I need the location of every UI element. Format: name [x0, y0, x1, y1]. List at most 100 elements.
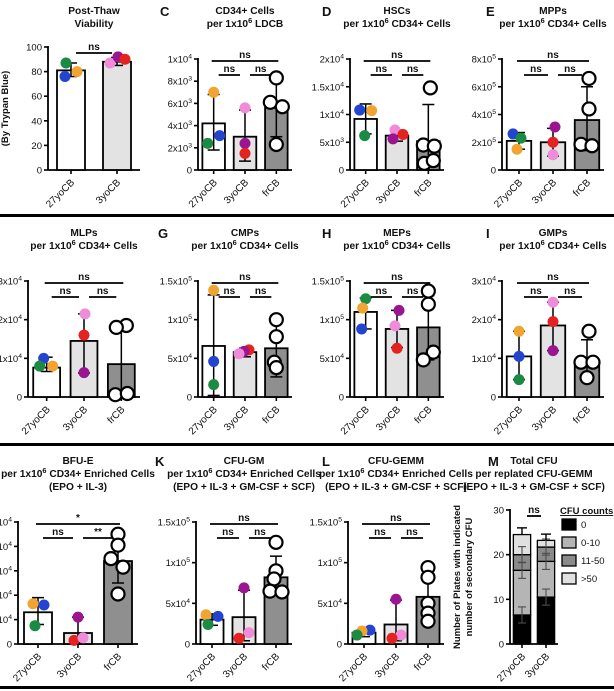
data-point-green: [513, 374, 525, 386]
sig-label: ns: [564, 286, 576, 297]
x-tick-label: frCB: [413, 177, 435, 199]
sig-label: ns: [528, 505, 540, 516]
panel-letter: M: [488, 454, 499, 469]
data-point-open: [266, 571, 282, 587]
y-tick-label: 0: [187, 166, 192, 177]
panel-total-cfu: M Total CFU per replated CFU-GEMM (EPO + IL…: [452, 454, 613, 684]
y-tick-label: 10: [493, 595, 504, 606]
sig-label: ns: [547, 50, 559, 61]
y-tick-label: 20: [493, 550, 504, 561]
data-point-green: [351, 629, 363, 641]
data-point-red: [233, 632, 245, 644]
data-point-open: [115, 559, 131, 575]
y-tick-label: 5x103: [320, 137, 345, 149]
data-point-open: [425, 152, 441, 169]
data-point-orange: [71, 66, 83, 78]
sig-label: ns: [88, 42, 100, 53]
data-point-green: [60, 57, 72, 69]
sig-label: ns: [530, 64, 542, 75]
x-tick-label: 27yoCB: [185, 651, 218, 684]
y-tick-label: 5x104: [0, 517, 12, 529]
y-axis-label: (By Trypan Blue): [0, 71, 11, 147]
bar-3yoCB: [102, 60, 132, 171]
data-point-open: [268, 329, 284, 345]
panel-title: (EPO + IL-3 + GM-CSF + SCF): [463, 482, 605, 493]
data-point-open: [268, 70, 284, 86]
y-tick-label: 0: [37, 166, 42, 177]
row-divider-1: [0, 214, 614, 217]
data-point-purple: [238, 582, 250, 594]
data-point-orange: [357, 302, 369, 314]
y-tick-label: 40: [31, 116, 42, 127]
y-tick-label: 4x105: [472, 109, 497, 121]
sig-label: ns: [530, 286, 542, 297]
sig-label: ns: [254, 527, 266, 538]
data-point-red: [397, 128, 409, 140]
y-tick-label: 5x104: [166, 598, 191, 610]
data-point-purple: [387, 133, 399, 145]
data-point-blue: [214, 130, 226, 142]
y-axis-label: number of secondary CFU: [464, 517, 475, 636]
y-tick-label: 6x105: [472, 81, 497, 93]
data-point-green: [202, 137, 214, 149]
y-tick-label: 0: [187, 393, 192, 404]
y-tick-label: 1x105: [318, 557, 343, 569]
y-tick-label: 80: [31, 67, 42, 78]
x-tick-label: 3yoCB: [221, 651, 250, 680]
panel-letter: D: [322, 4, 331, 19]
panel-title: per 1x106 CD34+ Enriched Cells: [319, 466, 473, 480]
data-point-open: [274, 99, 290, 115]
panel-letter: C: [160, 4, 170, 19]
panel-title: CFU-GM: [224, 456, 265, 467]
data-point-blue: [38, 599, 50, 611]
sig-label: ns: [406, 527, 418, 538]
data-point-blue: [356, 323, 368, 335]
legend-swatch: [561, 554, 577, 567]
data-point-open: [420, 296, 436, 312]
y-tick-label: 0: [7, 640, 12, 651]
legend-label: 0: [581, 520, 586, 531]
panel-title: MLPs: [70, 228, 98, 239]
panel-letter: E: [486, 4, 495, 19]
x-tick-label: 27yoCB: [11, 651, 44, 684]
panel-title: per replated CFU-GEMM: [475, 469, 592, 480]
data-point-green: [359, 130, 371, 142]
data-point-green: [360, 293, 372, 305]
panel-title: per 1x106 CD34+ Cells: [499, 16, 607, 30]
x-tick-label: 3yoCB: [373, 651, 402, 680]
panel-post-thaw-viability: Post-Thaw Viability (By Trypan Blue) 0 20 40 6…: [0, 6, 140, 210]
y-tick-label: 0: [499, 640, 504, 651]
sig-label: ns: [375, 64, 387, 75]
y-tick-label: 0: [339, 166, 344, 177]
x-tick-label: frCB: [571, 177, 593, 199]
sig-label: ns: [223, 286, 235, 297]
sig-label: ns: [374, 527, 386, 538]
data-point-open: [110, 537, 126, 553]
data-point-blue: [212, 610, 224, 622]
x-tick-label: 27yoCB: [492, 177, 525, 210]
data-point-purple: [393, 304, 405, 316]
x-tick-label: 3yoCB: [523, 651, 552, 680]
bar-27yoCB: [56, 69, 86, 171]
data-point-orange: [511, 143, 523, 155]
data-point-red: [78, 329, 90, 341]
y-tick-label: 1.5x105: [310, 517, 343, 529]
x-tick-label: 27yoCB: [339, 404, 372, 437]
data-point-open: [274, 584, 290, 600]
x-tick-label: 27yoCB: [187, 177, 220, 210]
sig-label: ns: [239, 50, 251, 61]
data-point-pink: [239, 102, 251, 114]
y-tick-label: 8x103: [168, 76, 193, 88]
y-tick-label: 1x104: [320, 109, 345, 121]
y-tick-label: 1.5x105: [158, 517, 191, 529]
y-tick-label: 3x104: [0, 565, 12, 577]
y-tick-label: 0: [185, 640, 190, 651]
legend-swatch: [561, 572, 577, 585]
legend-title: CFU counts: [560, 506, 613, 517]
sig-label: ns: [97, 286, 109, 297]
y-tick-label: 1.5x105: [312, 276, 345, 288]
data-point-red: [547, 316, 559, 328]
data-point-purple: [547, 345, 559, 357]
y-tick-label: 0: [337, 640, 342, 651]
x-tick-label: frCB: [261, 177, 283, 199]
